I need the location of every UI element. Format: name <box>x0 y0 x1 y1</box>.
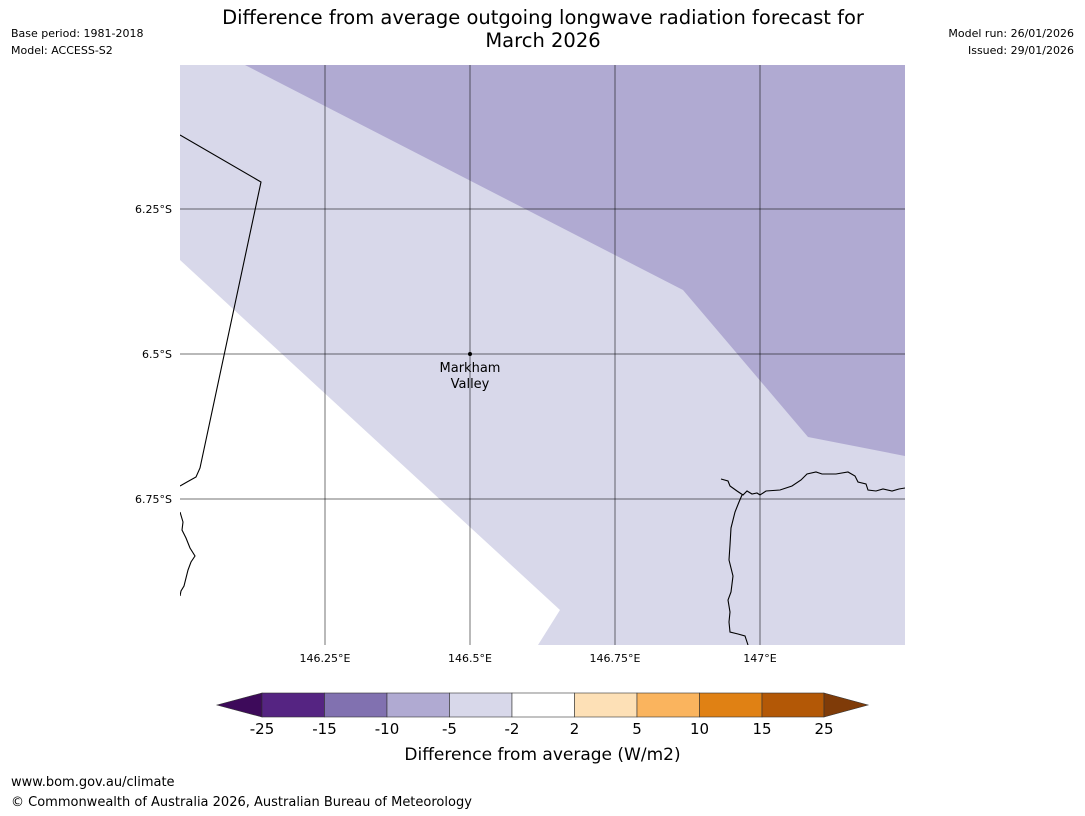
map-title-line1: Difference from average outgoing longwav… <box>222 6 864 29</box>
river-line <box>727 494 749 645</box>
colorbar-segment-5 <box>511 692 575 718</box>
lat-label-6-5: 6.5°S <box>142 348 172 361</box>
lon-label-146-5: 146.5°E <box>448 652 492 665</box>
lon-label-146-25: 146.25°E <box>300 652 351 665</box>
colorbar-tick-label: -5 <box>442 720 457 738</box>
colorbar-tick-label: 15 <box>752 720 772 738</box>
lon-label-146-75: 146.75°E <box>590 652 641 665</box>
district-boundary-line <box>180 134 262 487</box>
colorbar-segment-4 <box>449 692 513 718</box>
model-text: Model: ACCESS-S2 <box>11 44 113 57</box>
colorbar-segment-2 <box>324 692 388 718</box>
colorbar-segment-1 <box>261 692 325 718</box>
map-title-line2: March 2026 <box>485 29 601 52</box>
colorbar-segment-3 <box>386 692 450 718</box>
lat-label-6-25: 6.25°S <box>135 203 172 216</box>
colorbar-extend-min <box>215 692 263 718</box>
metadata-left: Base period: 1981-2018 Model: ACCESS-S2 <box>11 25 143 59</box>
colorbar-segment-7 <box>636 692 700 718</box>
anomaly-region-medium <box>245 65 905 456</box>
colorbar-tick-label: -2 <box>504 720 520 738</box>
colorbar-extend-max <box>823 692 870 718</box>
colorbar-tick-label: -25 <box>249 720 275 738</box>
colorbar-segment-6 <box>574 692 638 718</box>
map-title: Difference from average outgoing longwav… <box>180 6 906 52</box>
place-name-line2: Valley <box>451 377 490 392</box>
colorbar-tick-label: -15 <box>312 720 337 738</box>
lat-label-6-75: 6.75°S <box>135 493 172 506</box>
colorbar <box>215 692 870 718</box>
colorbar-tick-label: -10 <box>374 720 400 738</box>
footer-url: www.bom.gov.au/climate <box>11 775 175 790</box>
location-marker <box>468 352 472 356</box>
place-name-line1: Markham <box>440 361 501 376</box>
base-period-text: Base period: 1981-2018 <box>11 27 144 40</box>
metadata-right: Model run: 26/01/2026 Issued: 29/01/2026 <box>948 25 1074 59</box>
colorbar-tick-label: 10 <box>689 720 710 738</box>
colorbar-tick-label: 2 <box>569 720 580 738</box>
map-panel <box>180 65 905 645</box>
model-run-text: Model run: 26/01/2026 <box>948 27 1074 40</box>
lon-label-147: 147°E <box>743 652 776 665</box>
colorbar-segment-9 <box>761 692 825 718</box>
footer-copyright: © Commonwealth of Australia 2026, Austra… <box>11 795 472 810</box>
colorbar-segment-8 <box>699 692 763 718</box>
issued-text: Issued: 29/01/2026 <box>967 44 1074 57</box>
coastline-west <box>180 511 196 597</box>
coastline-east <box>720 471 905 496</box>
colorbar-tick-label: 25 <box>814 720 834 738</box>
boundaries <box>180 134 905 645</box>
colorbar-title: Difference from average (W/m2) <box>404 745 681 765</box>
colorbar-tick-label: 5 <box>632 720 642 738</box>
